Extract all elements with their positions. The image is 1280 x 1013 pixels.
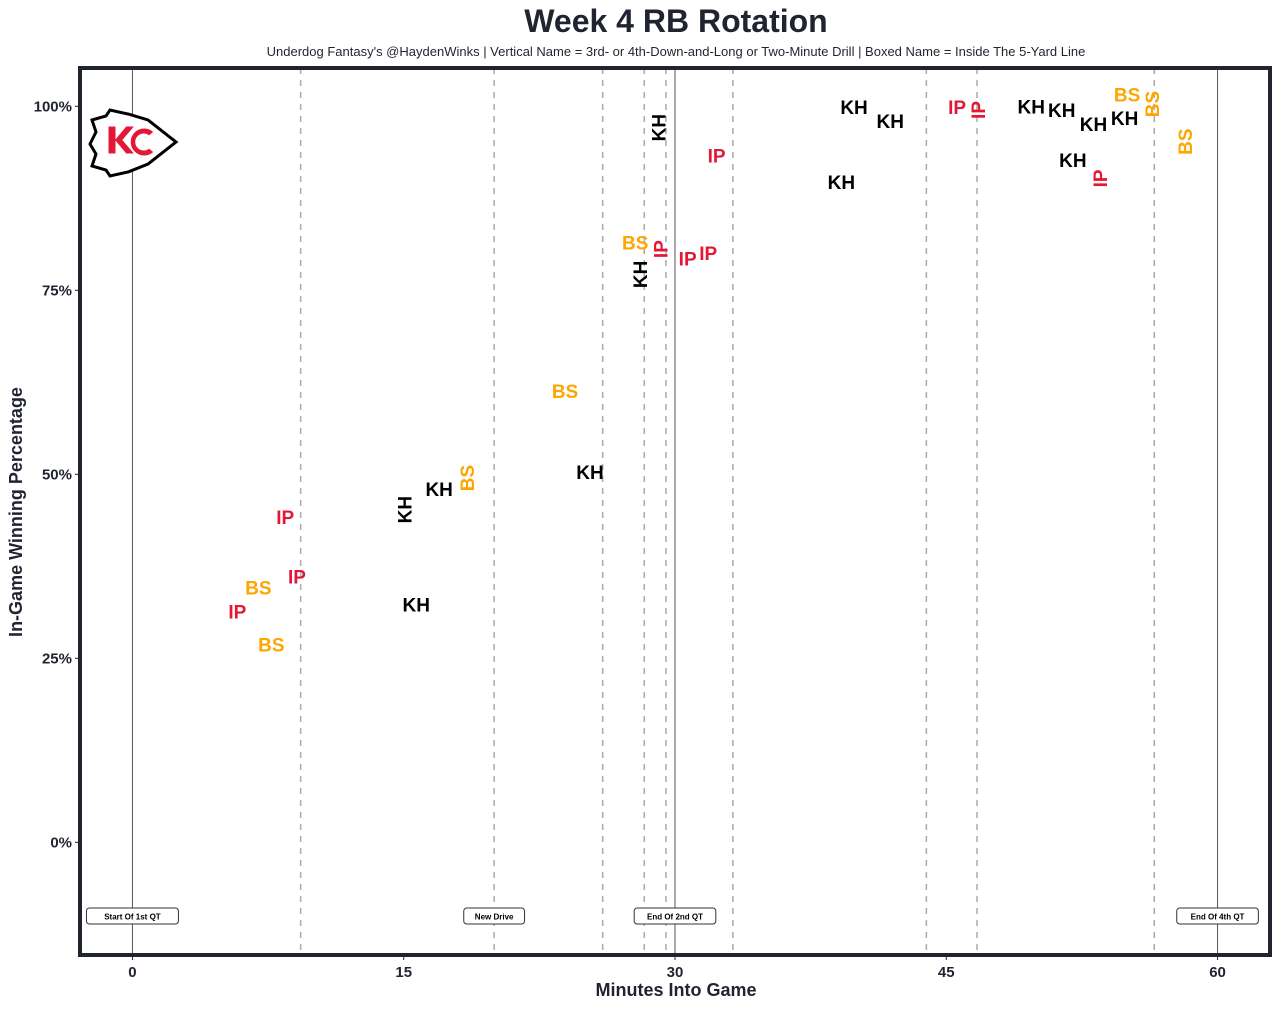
data-point-kh: KH [395,496,416,523]
data-point-label-kh: KH [1048,101,1075,122]
data-point-label-ip: IP [948,98,966,119]
data-point-label-kh: KH [840,98,867,119]
y-tick-label: 100% [34,98,72,115]
data-point-ip: IP [276,508,294,529]
y-tick-label: 50% [42,466,72,483]
data-point-label-kh: KH [425,480,452,501]
data-point-label-kh: KH [876,112,903,133]
data-point-label-bs: BS [1143,91,1164,117]
data-point-label-ip: IP [969,101,990,119]
data-point-label-kh: KH [631,261,652,288]
data-point-label-kh: KH [650,114,671,141]
data-point-label-bs: BS [245,579,271,600]
data-point-kh: KH [840,98,867,119]
annotation-box [85,907,179,925]
data-point-bs: BS [258,635,284,656]
data-point-ip: IP [699,244,717,265]
data-point-label-bs: BS [552,382,578,403]
x-tick-label: 0 [128,964,136,981]
data-point-bs: BS [1176,128,1197,154]
data-point-kh: KH [631,261,652,288]
x-axis-label: Minutes Into Game [595,980,756,1000]
x-tick-label: 30 [667,964,684,981]
data-point-kh: KH [876,112,903,133]
chart-subtitle: Underdog Fantasy's @HaydenWinks | Vertic… [267,44,1086,59]
x-tick-label: 15 [395,964,412,981]
y-axis-label: In-Game Winning Percentage [6,387,26,637]
data-point-kh: KH [402,596,429,617]
data-point-bs: BS [458,465,479,491]
data-point-label-bs: BS [622,233,648,254]
data-point-label-ip: IP [228,603,246,624]
y-tick-label: 75% [42,282,72,299]
data-point-label-ip: IP [708,147,726,168]
annotation-label: New Drive [475,912,514,921]
annotation-label: Start Of 1st QT [104,912,161,921]
x-tick-label: 60 [1209,964,1226,981]
data-point-label-kh: KH [1080,115,1107,136]
data-point-label-bs: BS [1114,85,1140,106]
annotation-label: End Of 4th QT [1191,912,1245,921]
data-point-bs: BS [622,233,648,254]
data-point-label-ip: IP [679,250,697,271]
data-point-label-bs: BS [1176,128,1197,154]
data-point-label-kh: KH [402,596,429,617]
data-point-kh: KH [1048,101,1075,122]
data-point-label-kh: KH [1111,109,1138,130]
plot-frame [78,66,1272,957]
annotation-box [463,907,526,925]
data-point-kh: KH [1080,115,1107,136]
data-point-ip: IP [969,101,990,119]
data-point-ip: IP [228,603,246,624]
data-point-bs: BS [1143,91,1164,117]
x-tick-label: 45 [938,964,955,981]
data-point-ip: IP [708,147,726,168]
y-tick-label: 25% [42,650,72,667]
data-point-ip: IP [948,98,966,119]
data-point-label-kh: KH [1018,97,1045,118]
data-point-label-ip: IP [652,240,673,258]
data-point-label-ip: IP [276,508,294,529]
data-point-label-ip: IP [699,244,717,265]
annotation-label: End Of 2nd QT [647,912,703,921]
annotation-box [1176,907,1259,925]
kc-monogram [107,125,155,157]
data-point-label-kh: KH [1059,151,1086,172]
data-point-kh: KH [1059,151,1086,172]
data-point-label-ip: IP [288,568,306,589]
data-point-kh: KH [828,173,855,194]
data-point-label-ip: IP [1091,169,1112,187]
data-point-ip: IP [1091,169,1112,187]
data-point-kh: KH [425,480,452,501]
data-point-kh: KH [1111,109,1138,130]
chart-title: Week 4 RB Rotation [524,3,827,39]
data-point-ip: IP [652,240,673,258]
data-point-ip: IP [288,568,306,589]
data-point-ip: IP [679,250,697,271]
data-point-label-bs: BS [458,465,479,491]
data-point-kh: KH [650,114,671,141]
data-point-label-bs: BS [258,635,284,656]
data-point-label-kh: KH [828,173,855,194]
data-point-bs: BS [552,382,578,403]
chiefs-logo [88,108,179,178]
data-point-bs: BS [245,579,271,600]
annotation-box [633,907,717,925]
data-point-kh: KH [1018,97,1045,118]
y-tick-label: 0% [50,834,72,851]
data-point-label-kh: KH [576,463,603,484]
data-point-label-kh: KH [395,496,416,523]
data-point-bs: BS [1114,85,1140,106]
data-point-kh: KH [576,463,603,484]
